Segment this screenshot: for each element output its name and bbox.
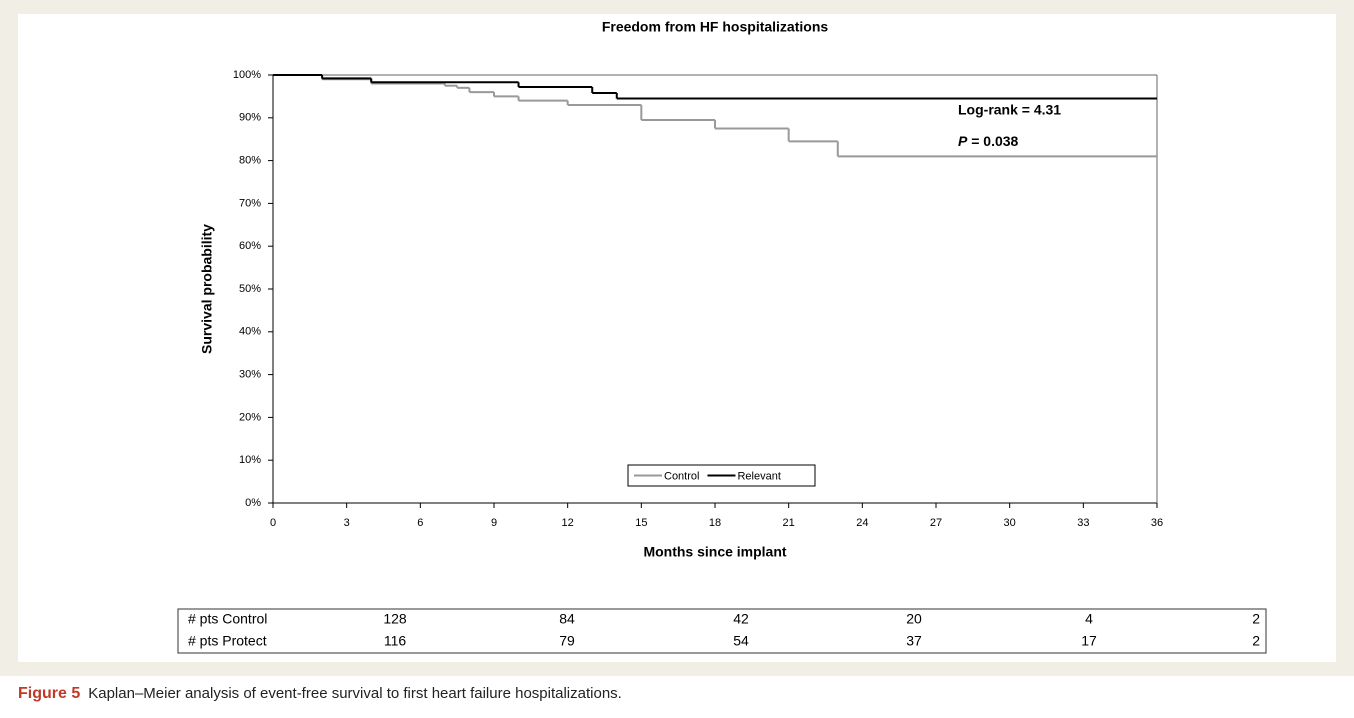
risk-count: 128	[383, 611, 407, 627]
caption-text: Kaplan–Meier analysis of event-free surv…	[88, 685, 622, 702]
figure-label: Figure 5	[18, 685, 80, 702]
risk-count: 2	[1252, 633, 1260, 649]
risk-row-label: # pts Control	[188, 611, 267, 627]
risk-table-frame	[177, 608, 1267, 654]
y-axis-title: Survival probability	[199, 224, 215, 354]
x-tick-label: 24	[856, 517, 868, 529]
annotation-symbol: P	[958, 133, 968, 149]
y-tick-label: 10%	[239, 454, 261, 466]
risk-count: 4	[1085, 611, 1093, 627]
x-tick-label: 0	[270, 517, 276, 529]
y-tick-label: 40%	[239, 326, 261, 338]
y-tick-label: 100%	[233, 69, 261, 81]
legend: Control Relevant	[627, 464, 816, 487]
chart-title: Freedom from HF hospitalizations	[602, 19, 829, 35]
caption-area	[0, 676, 1354, 718]
y-tick-label: 60%	[239, 240, 261, 252]
y-tick-label: 90%	[239, 112, 261, 124]
risk-count: 116	[384, 633, 407, 649]
x-tick-label: 3	[344, 517, 350, 529]
caption: Figure 5 Kaplan–Meier analysis of event-f…	[18, 685, 622, 702]
y-tick-label: 70%	[239, 197, 261, 209]
risk-count: 79	[559, 633, 575, 649]
figure-panel	[18, 14, 1336, 662]
annotation-value: = 0.038	[971, 133, 1018, 149]
x-tick-label: 15	[635, 517, 647, 529]
y-tick-label: 30%	[239, 369, 261, 381]
annotation: Log-rank = 4.31	[958, 102, 1061, 118]
y-tick-label: 20%	[239, 411, 261, 423]
risk-row-label: # pts Protect	[188, 633, 267, 649]
x-tick-label: 9	[491, 517, 497, 529]
risk-count: 37	[906, 633, 922, 649]
y-tick-label: 50%	[239, 283, 261, 295]
x-tick-label: 30	[1004, 517, 1016, 529]
x-tick-label: 36	[1151, 517, 1163, 529]
y-tick-label: 0%	[245, 497, 261, 509]
legend-label: Control	[664, 470, 699, 482]
risk-count: 84	[559, 611, 575, 627]
x-tick-label: 12	[562, 517, 574, 529]
x-axis-title: Months since implant	[643, 544, 786, 560]
legend-label: Relevant	[737, 470, 780, 482]
x-tick-label: 33	[1077, 517, 1089, 529]
annotation: P = 0.038	[958, 133, 1019, 149]
risk-count: 20	[906, 611, 922, 627]
x-tick-label: 21	[783, 517, 795, 529]
risk-count: 54	[733, 633, 749, 649]
x-tick-label: 6	[417, 517, 423, 529]
risk-count: 17	[1081, 633, 1097, 649]
risk-count: 2	[1252, 611, 1260, 627]
risk-count: 42	[733, 611, 749, 627]
x-tick-label: 27	[930, 517, 942, 529]
x-tick-label: 18	[709, 517, 721, 529]
y-tick-label: 80%	[239, 155, 261, 167]
